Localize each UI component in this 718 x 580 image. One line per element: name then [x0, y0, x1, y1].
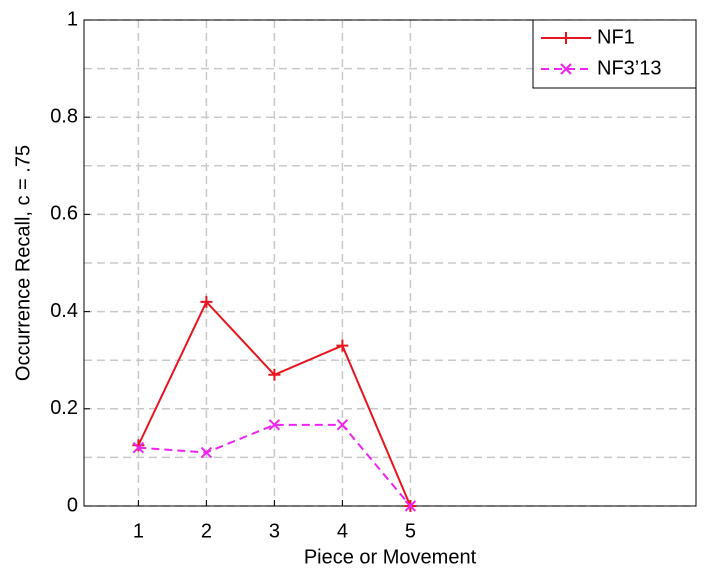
y-tick-label: 0.4 [50, 300, 78, 322]
point [336, 419, 349, 431]
y-tick-label: 1 [67, 8, 78, 30]
y-tick-label: 0.8 [50, 105, 78, 127]
legend-marker [560, 63, 572, 75]
legend-marker [560, 32, 572, 44]
legend-label: NF3’13 [597, 57, 661, 79]
point [404, 500, 417, 512]
point [132, 439, 145, 452]
x-tick-label: 4 [337, 520, 348, 542]
point [268, 368, 281, 381]
y-tick-label: 0.6 [50, 203, 78, 225]
x-tick-label: 1 [133, 520, 144, 542]
legend-label: NF1 [597, 26, 635, 48]
y-tick-label: 0 [67, 494, 78, 516]
x-axis-label: Piece or Movement [304, 546, 477, 568]
x-tick-label: 3 [269, 520, 280, 542]
y-axis-label: Occurrence Recall, c = .75 [12, 145, 34, 381]
point [200, 446, 213, 459]
point [132, 441, 145, 454]
point [268, 419, 281, 431]
point [336, 339, 349, 352]
x-tick-label: 5 [405, 520, 416, 542]
y-tick-label: 0.2 [50, 397, 78, 419]
plot-frame [83, 19, 697, 507]
x-tick-label: 2 [201, 520, 212, 542]
legend-box [532, 19, 697, 89]
point [200, 295, 213, 308]
series-line [138, 423, 412, 507]
